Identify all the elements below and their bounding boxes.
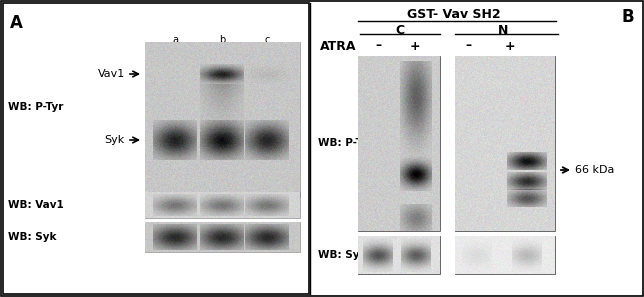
Text: B: B: [621, 8, 634, 26]
Text: Vav1: Vav1: [98, 69, 125, 79]
Text: ATRA: ATRA: [320, 40, 357, 53]
Text: GST- Vav SH2: GST- Vav SH2: [407, 8, 501, 21]
Text: N: N: [498, 24, 508, 37]
Text: +: +: [410, 40, 421, 53]
Text: a: a: [172, 35, 178, 45]
Text: Syk: Syk: [105, 135, 125, 145]
Text: c: c: [264, 35, 270, 45]
Text: WB: P-Tyr: WB: P-Tyr: [8, 102, 63, 112]
Text: –: –: [375, 40, 381, 53]
Text: –: –: [465, 40, 471, 53]
Text: WB: Syk: WB: Syk: [8, 232, 57, 242]
FancyBboxPatch shape: [3, 3, 309, 294]
Text: A: A: [10, 14, 23, 32]
Text: +: +: [505, 40, 515, 53]
Text: WB: Syk: WB: Syk: [318, 250, 366, 260]
Text: b: b: [219, 35, 225, 45]
Text: 66 kDa: 66 kDa: [575, 165, 614, 175]
Text: C: C: [395, 24, 404, 37]
Text: WB: Vav1: WB: Vav1: [8, 200, 64, 210]
Text: WB: P-Tyr: WB: P-Tyr: [318, 138, 374, 148]
